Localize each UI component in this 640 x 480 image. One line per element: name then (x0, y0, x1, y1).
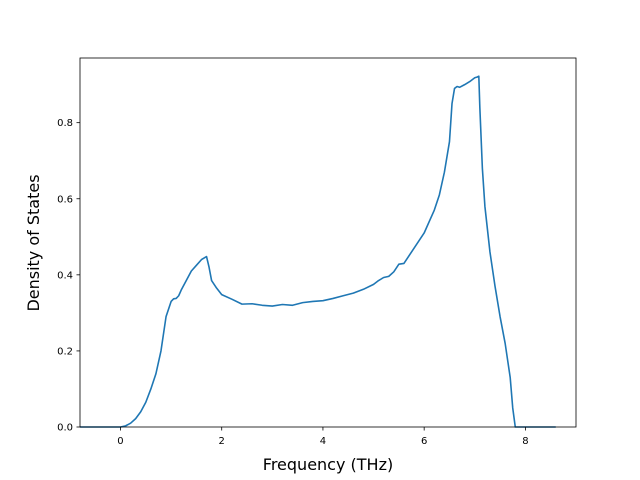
x-axis-label: Frequency (THz) (263, 455, 393, 474)
y-axis-label: Density of States (24, 174, 43, 311)
y-tick-label-4: 0.8 (57, 118, 73, 129)
x-tick-label-2: 4 (320, 436, 326, 447)
plot-area (80, 75, 556, 428)
y-tick-label-1: 0.2 (57, 346, 73, 357)
x-tick-label-1: 2 (219, 436, 225, 447)
y-tick-label-3: 0.6 (57, 194, 73, 205)
axes-frame (79, 57, 577, 428)
x-tick-label-3: 6 (421, 436, 427, 447)
y-tick-label-0: 0.0 (57, 423, 73, 434)
x-tick-label-4: 8 (522, 436, 528, 447)
x-tick-label-0: 0 (117, 436, 123, 447)
y-tick-label-2: 0.4 (57, 270, 73, 281)
series-line-0 (80, 75, 556, 428)
axes: 0 2 4 6 8 0.0 0.2 0.4 0.6 0.8 (57, 57, 577, 447)
